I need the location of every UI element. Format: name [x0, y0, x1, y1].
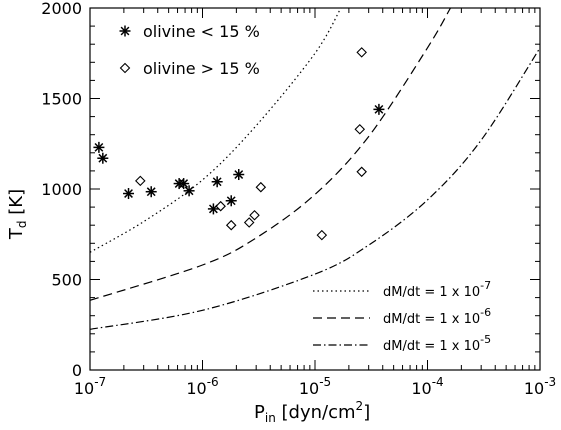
point-series-2-4 [243, 217, 255, 228]
point-series-2-1 [135, 175, 146, 187]
y-tick-label: 2000 [41, 0, 82, 18]
point-series-1-8 [207, 203, 219, 215]
point-series-2-9 [356, 47, 367, 58]
point-series-2-10 [356, 166, 367, 178]
legend-marker-diamond [119, 62, 131, 74]
point-series-1-4 [145, 186, 157, 198]
x-tick-label: 10-4 [411, 375, 443, 398]
model-curve-2 [90, 8, 452, 301]
legend-marker-asterisk [119, 25, 131, 37]
x-tick-label: 10-7 [74, 375, 106, 398]
data-points [93, 47, 385, 241]
y-axis-label: Td [K] [6, 189, 29, 240]
line-legend: dM/dt = 1 x 10-7 dM/dt = 1 x 10-6 dM/dt = … [313, 279, 491, 354]
x-tick-label: 10-3 [524, 375, 556, 398]
y-tick-label: 1000 [41, 180, 82, 199]
point-series-2-5 [249, 209, 260, 221]
point-series-1-11 [233, 169, 245, 181]
point-series-1-10 [225, 195, 237, 207]
legend-line-label: dM/dt = 1 x 10-5 [383, 333, 491, 354]
y-tick-label: 500 [51, 271, 82, 290]
legend-scatter-label: olivine < 15 % [143, 22, 260, 41]
point-series-2-2 [215, 200, 226, 212]
model-curve-3 [90, 47, 540, 330]
point-series-2-7 [316, 229, 328, 241]
legend-line-label: dM/dt = 1 x 10-7 [383, 279, 491, 300]
point-series-2-6 [255, 181, 267, 193]
x-axis-label: Pin [dyn/cm2] [254, 399, 370, 425]
point-series-2-3 [225, 219, 237, 231]
point-series-1-1 [93, 141, 105, 153]
plot-axes [89, 7, 541, 371]
model-curves [90, 8, 540, 330]
y-tick-label: 0 [72, 361, 82, 380]
x-tick-label: 10-6 [186, 375, 218, 398]
point-series-1-3 [123, 188, 135, 200]
point-series-1-12 [373, 103, 385, 115]
y-tick-label: 1500 [41, 90, 82, 109]
point-series-2-8 [354, 123, 366, 135]
point-series-1-7 [183, 185, 195, 197]
point-series-1-6 [178, 178, 190, 190]
tick-labels: 10-7 10-6 10-5 10-4 10-3 0 500 1000 1500 2000 [41, 0, 556, 398]
scatter-legend: olivine < 15 % olivine > 15 % [119, 22, 260, 78]
point-series-1-9 [211, 176, 223, 188]
x-tick-label: 10-5 [299, 375, 331, 398]
legend-scatter-label: olivine > 15 % [143, 59, 260, 78]
point-series-1-2 [97, 152, 109, 164]
legend-line-label: dM/dt = 1 x 10-6 [383, 306, 491, 327]
model-curve-1 [90, 8, 342, 253]
